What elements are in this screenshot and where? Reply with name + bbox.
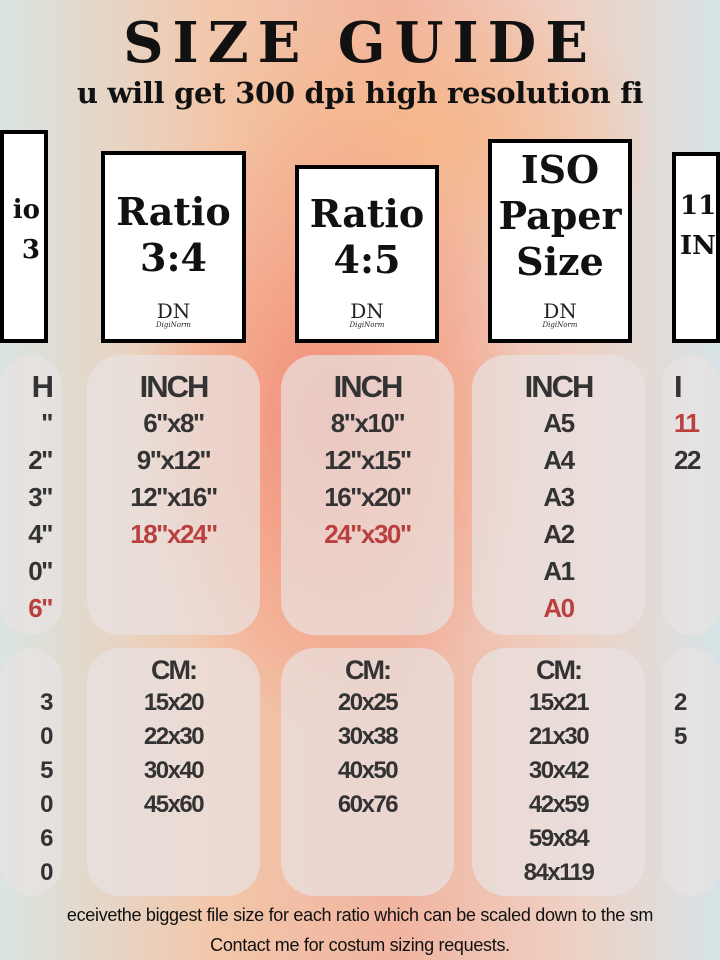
panel-header: CM: <box>151 655 198 685</box>
page-title: SIZE GUIDE <box>123 10 597 76</box>
size-value: 9"x12" <box>136 445 212 475</box>
size-value: " <box>41 408 53 438</box>
footer-contact: Contact me for costum sizing requests. <box>210 935 510 955</box>
ratio-card: Ratio 4:5 DN DigiNorm <box>295 165 439 343</box>
size-value: 6 <box>40 825 53 852</box>
size-value: 22x30 <box>143 723 205 750</box>
size-value: 15x20 <box>143 689 205 716</box>
size-value: 11 <box>674 408 700 438</box>
diginorm-logo: DN DigiNorm <box>543 301 578 329</box>
card-label: io <box>12 195 40 225</box>
logo-name: DigiNorm <box>542 321 578 329</box>
size-value: 5 <box>40 757 53 784</box>
size-value: A2 <box>543 519 575 549</box>
size-value: A0 <box>543 593 575 623</box>
card-label: 11 <box>680 191 717 221</box>
size-value: 6" <box>28 593 53 623</box>
inch-panel: INCH 8"x10" 12"x15" 16"x20" 24"x30" <box>281 355 454 635</box>
card-label: 3:4 <box>140 235 207 280</box>
size-value: 2" <box>28 445 53 475</box>
size-value: 3 <box>40 689 53 716</box>
size-value: 5 <box>674 723 687 750</box>
inch-panel: INCH A5 A4 A3 A2 A1 A0 <box>472 355 645 635</box>
size-value: 2 <box>674 689 687 716</box>
logo-monogram: DN <box>350 299 384 323</box>
card-label: Size <box>516 239 604 284</box>
size-value: 60x76 <box>337 791 399 818</box>
logo-name: DigiNorm <box>156 321 191 329</box>
size-value: 18"x24" <box>130 519 218 549</box>
size-value: 15x21 <box>528 689 590 716</box>
panel-header: I <box>674 369 683 404</box>
size-value: 6"x8" <box>143 408 205 438</box>
size-value: A4 <box>543 445 575 475</box>
size-value: 12"x15" <box>324 445 412 475</box>
card-label: ISO <box>520 147 600 192</box>
cm-panel: CM: 20x25 30x38 40x50 60x76 <box>281 648 454 896</box>
size-value: 84x119 <box>523 859 595 886</box>
panel-header: INCH <box>524 369 595 404</box>
size-value: 0 <box>40 859 53 886</box>
ratio-card: ISO Paper Size DN DigiNorm <box>488 139 632 343</box>
size-value: A5 <box>543 408 575 438</box>
size-value: 24"x30" <box>324 519 412 549</box>
logo-monogram: DN <box>156 299 191 323</box>
logo-monogram: DN <box>543 299 577 323</box>
ratio-card: 11 IN <box>672 152 720 343</box>
size-value: 0 <box>40 723 53 750</box>
size-value: 21x30 <box>528 723 590 750</box>
size-value: 12"x16" <box>130 482 218 512</box>
cm-panel: CM: 15x20 22x30 30x40 45x60 <box>87 648 260 896</box>
size-value: A3 <box>543 482 575 512</box>
footer-note: eceivethe biggest file size for each rat… <box>66 905 654 925</box>
inch-panel: INCH 6"x8" 9"x12" 12"x16" 18"x24" <box>87 355 260 635</box>
size-value: 3" <box>28 482 53 512</box>
card-label: Ratio <box>309 191 425 236</box>
size-value: 59x84 <box>528 825 590 852</box>
panel-header <box>0 654 52 686</box>
card-label: 3 <box>21 235 40 265</box>
size-value: 22 <box>674 445 701 475</box>
size-value: 30x38 <box>337 723 399 750</box>
size-value: 45x60 <box>143 791 205 818</box>
ratio-card: Ratio 3:4 DN DigiNorm <box>101 151 246 343</box>
panel-header: H <box>31 369 54 404</box>
size-value: 0 <box>40 791 53 818</box>
card-label: Paper <box>498 193 622 238</box>
inch-panel: I 11 22 <box>662 355 720 635</box>
size-value: 30x40 <box>143 757 205 784</box>
panel-header: CM: <box>345 655 392 685</box>
panel-header <box>674 654 720 686</box>
panel-header: CM: <box>536 655 583 685</box>
size-value: A1 <box>543 556 575 586</box>
size-value: 16"x20" <box>324 482 412 512</box>
size-value: 8"x10" <box>330 408 406 438</box>
page-subtitle: u will get 300 dpi high resolution fi <box>76 76 644 110</box>
panel-header: INCH <box>139 369 210 404</box>
logo-name: DigiNorm <box>349 321 385 329</box>
diginorm-logo: DN DigiNorm <box>156 301 191 329</box>
ratio-card: io 3 <box>0 130 48 343</box>
size-value: 40x50 <box>337 757 399 784</box>
size-value: 42x59 <box>528 791 590 818</box>
size-value: 30x42 <box>528 757 590 784</box>
card-label: 4:5 <box>333 237 401 282</box>
inch-panel: H " 2" 3" 4" 0" 6" <box>0 355 62 635</box>
size-value: 4" <box>28 519 53 549</box>
size-value: 0" <box>28 556 53 586</box>
card-label: IN <box>680 231 716 261</box>
diginorm-logo: DN DigiNorm <box>350 301 385 329</box>
cm-panel: 3 0 5 0 6 0 <box>0 648 62 896</box>
panel-header: INCH <box>333 369 404 404</box>
size-value: 20x25 <box>337 689 399 716</box>
cm-panel: CM: 15x21 21x30 30x42 42x59 59x84 84x119 <box>472 648 645 896</box>
card-label: Ratio <box>116 189 231 234</box>
